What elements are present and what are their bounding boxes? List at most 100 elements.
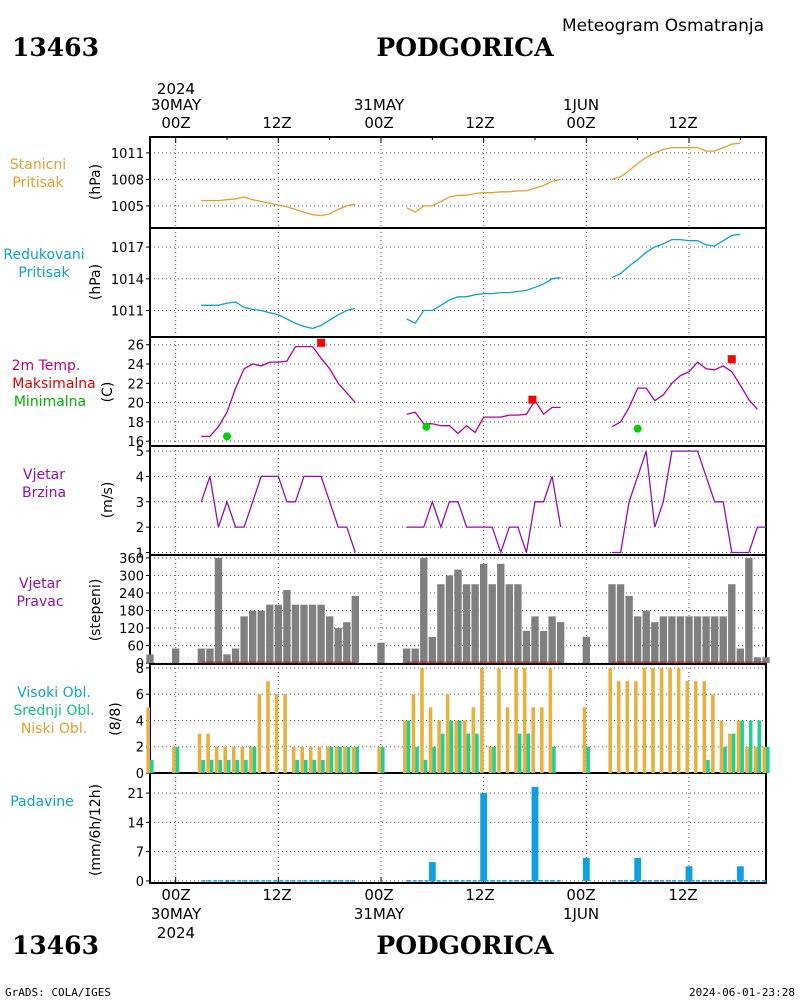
cloud-low-bar (736, 720, 741, 773)
min-temp-marker (223, 432, 231, 441)
wind-direction-bar (488, 584, 496, 664)
wind-direction-bar (471, 584, 479, 664)
wind-direction-bar (411, 648, 419, 664)
top-tick-label: 00Z (566, 114, 595, 132)
precip-unit: (mm/6h/12h) (88, 784, 104, 876)
cloud-mid-bar (466, 733, 471, 773)
cloud-low-bar (531, 707, 535, 773)
wind-direction-bar (231, 648, 240, 664)
cloud-low-bar (240, 746, 245, 773)
cloud-mid-bar (526, 733, 531, 773)
y-tick-label: 2 (136, 741, 144, 756)
station-name: PODGORICA (376, 33, 554, 62)
wind-direction-bar (753, 657, 762, 664)
y-tick-label: 20 (127, 397, 144, 412)
cloud-low-bar (197, 733, 202, 773)
wind-direction-bar (351, 595, 360, 664)
wind-speed-line (612, 450, 766, 554)
precip-bar (582, 857, 590, 881)
wind-direction-bar (171, 648, 180, 664)
cloud-mid-bar (757, 720, 762, 773)
y-tick-label: 300 (119, 569, 144, 584)
temperature-label: 2m Temp. (12, 358, 81, 374)
min-temp-label: Minimalna (14, 394, 86, 410)
max-temp-marker (727, 355, 736, 364)
y-tick-label: 0 (136, 767, 144, 782)
wind-direction-bar (479, 563, 488, 664)
cloud-mid-bar (731, 733, 736, 773)
top-date-label: 1JUN (563, 96, 599, 114)
cloud-mid-bar (175, 746, 180, 773)
cloud-mid-bar (423, 759, 428, 773)
y-tick-label: 1011 (111, 305, 144, 320)
reduced-pressure-line (406, 277, 561, 325)
cloud-low-bar (283, 694, 287, 773)
cloud-low-bar (762, 746, 766, 773)
precip-label: Padavine (10, 794, 74, 810)
bottom-date-label: 31MAY (354, 905, 405, 923)
wind-direction-bar (420, 557, 428, 664)
wind-direction-bar (454, 569, 462, 664)
station-id-bottom: 13463 (12, 931, 99, 960)
wind-direction-bar (240, 616, 248, 664)
wind-direction-bar (728, 584, 736, 664)
cloud-low-bar (214, 746, 219, 773)
wind-direction-bar (223, 654, 231, 664)
wind-direction-bar (651, 622, 659, 664)
cloud-mid-bar (244, 759, 248, 773)
bottom-tick-label: 00Z (161, 886, 190, 904)
cloud-low-bar (172, 746, 176, 773)
cloud-low-bar (685, 681, 689, 773)
cloud-low-bar (334, 746, 339, 773)
y-tick-label: 0 (136, 875, 144, 890)
bottom-tick-label: 00Z (566, 886, 595, 904)
cloud-low-bar (437, 720, 441, 773)
y-tick-label: 4 (136, 714, 144, 729)
cloud-low-bar (300, 746, 304, 773)
cloud-mid-bar (475, 733, 479, 773)
wind-speed-label: Vjetar (23, 467, 65, 483)
reduced-pressure-unit: (hPa) (88, 264, 104, 300)
cloud-low-bar (676, 667, 681, 773)
wind-speed-unit: (m/s) (100, 482, 116, 519)
top-tick-label: 00Z (364, 114, 393, 132)
cloud-mid-bar (458, 720, 462, 773)
wind-direction-bar (462, 584, 471, 664)
cloud-mid-bar (381, 746, 385, 773)
precip-bar (736, 866, 744, 881)
wind-direction-bar (616, 584, 625, 664)
cloud-mid-bar (415, 746, 419, 773)
wind-speed-line (406, 476, 562, 555)
cloud-mid-bar (201, 759, 205, 773)
y-tick-label: 1008 (111, 173, 144, 188)
y-tick-label: 180 (119, 605, 144, 620)
cloud-mid-bar (346, 746, 351, 773)
cloud-low-bar (488, 746, 493, 773)
cloud-mid-bar (218, 759, 223, 773)
panel-labels: Stanicni Pritisak (hPa) Redukovani Priti… (3, 157, 124, 876)
wind-direction-bar (325, 616, 334, 664)
station-pressure-label: Stanicni (10, 157, 66, 173)
cloud-low-bar (249, 746, 253, 773)
bottom-tick-label: 00Z (364, 886, 393, 904)
cloud-mid-bar (252, 746, 257, 773)
bottom-date-label: 1JUN (563, 905, 599, 923)
cloud-mid-label: Srednji Obl. (13, 703, 94, 719)
top-date-label: 31MAY (354, 96, 405, 114)
wind-direction-bar (274, 604, 283, 664)
bottom-tick-label: 12Z (465, 886, 494, 904)
cloud-mid-bar (150, 759, 154, 773)
wind-direction-bar (146, 654, 154, 664)
wind-direction-bar (633, 616, 642, 664)
wind-direction-bar (710, 616, 719, 664)
max-temp-marker (317, 338, 326, 347)
cloud-mid-bar (586, 746, 590, 773)
wind-direction-bar (531, 616, 539, 664)
cloud-low-bar (711, 694, 715, 773)
cloud-unit: (8/8) (108, 702, 124, 735)
y-tick-label: 60 (127, 640, 144, 655)
cloud-low-bar (634, 681, 638, 773)
wind-direction-bar (437, 584, 445, 664)
wind-direction-label: Pravac (16, 594, 63, 610)
wind-direction-bar (308, 604, 317, 664)
